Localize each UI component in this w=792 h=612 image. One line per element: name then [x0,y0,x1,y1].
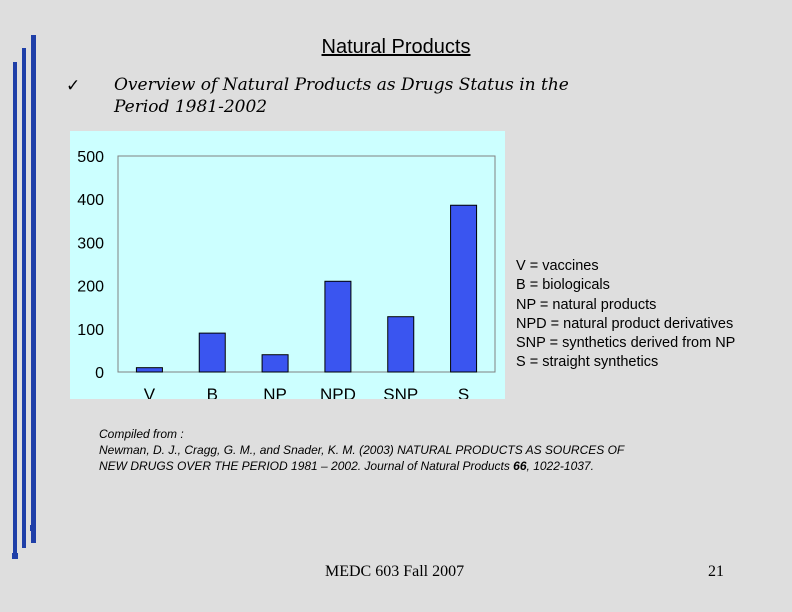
x-tick-label: S [458,385,469,399]
checkmark-icon: ✓ [66,76,81,96]
slide-subtitle: Overview of Natural Products as Drugs St… [114,74,634,118]
bar-npd [324,280,352,373]
y-tick-label: 500 [77,149,104,166]
citation-line-1: Compiled from : [99,427,184,441]
decor-bar-1 [31,35,36,543]
y-tick-label: 200 [77,279,104,296]
citation: Compiled from : Newman, D. J., Cragg, G.… [99,426,739,474]
bar-np [261,354,289,373]
x-tick-label: NPD [320,385,356,399]
x-tick-label: NP [263,385,287,399]
legend-item-npd: NPD = natural product derivatives [516,315,734,332]
bar-b [198,332,226,373]
legend-item-snp: SNP = synthetics derived from NP [516,335,736,352]
legend-item-np: NP = natural products [516,296,657,313]
citation-text: NEW DRUGS OVER THE PERIOD 1981 – 2002. J… [99,459,514,473]
subtitle-line-1: Overview of Natural Products as Drugs St… [114,75,569,95]
legend-item-s: S = straight synthetics [516,354,659,371]
page-number: 21 [708,563,724,580]
legend-item-v: V = vaccines [516,258,599,274]
legend-item-b: B = biologicals [516,277,610,294]
bar-snp [387,316,415,373]
plot-area [117,155,496,373]
y-tick-label: 100 [77,322,104,339]
citation-volume: 66 [513,459,527,473]
citation-pages: , 1022-1037. [526,459,594,473]
subtitle-line-2: Period 1981-2002 [114,97,268,117]
legend: V = vaccines B = biologicals NP = natura… [516,257,735,373]
slide-footer: MEDC 603 Fall 2007 [325,563,465,580]
x-tick-label: SNP [383,385,418,399]
y-tick-label: 400 [77,192,104,209]
decor-square-2 [12,553,18,559]
decor-bar-2 [22,48,26,548]
bar-s [450,204,478,373]
y-tick-label: 0 [95,365,104,382]
x-tick-label: V [144,385,156,399]
slide-title: Natural Products [321,36,471,58]
citation-line-2: Newman, D. J., Cragg, G. M., and Snader,… [99,443,625,457]
y-tick-label: 300 [77,235,104,252]
bar-v [135,367,163,373]
bar-chart: 0 100 200 300 400 500 V B NP NPD SNP S [70,131,505,399]
decor-square-1 [30,525,36,531]
decor-bar-3 [13,62,17,554]
citation-line-3: NEW DRUGS OVER THE PERIOD 1981 – 2002. J… [99,458,739,474]
x-tick-label: B [207,385,218,399]
